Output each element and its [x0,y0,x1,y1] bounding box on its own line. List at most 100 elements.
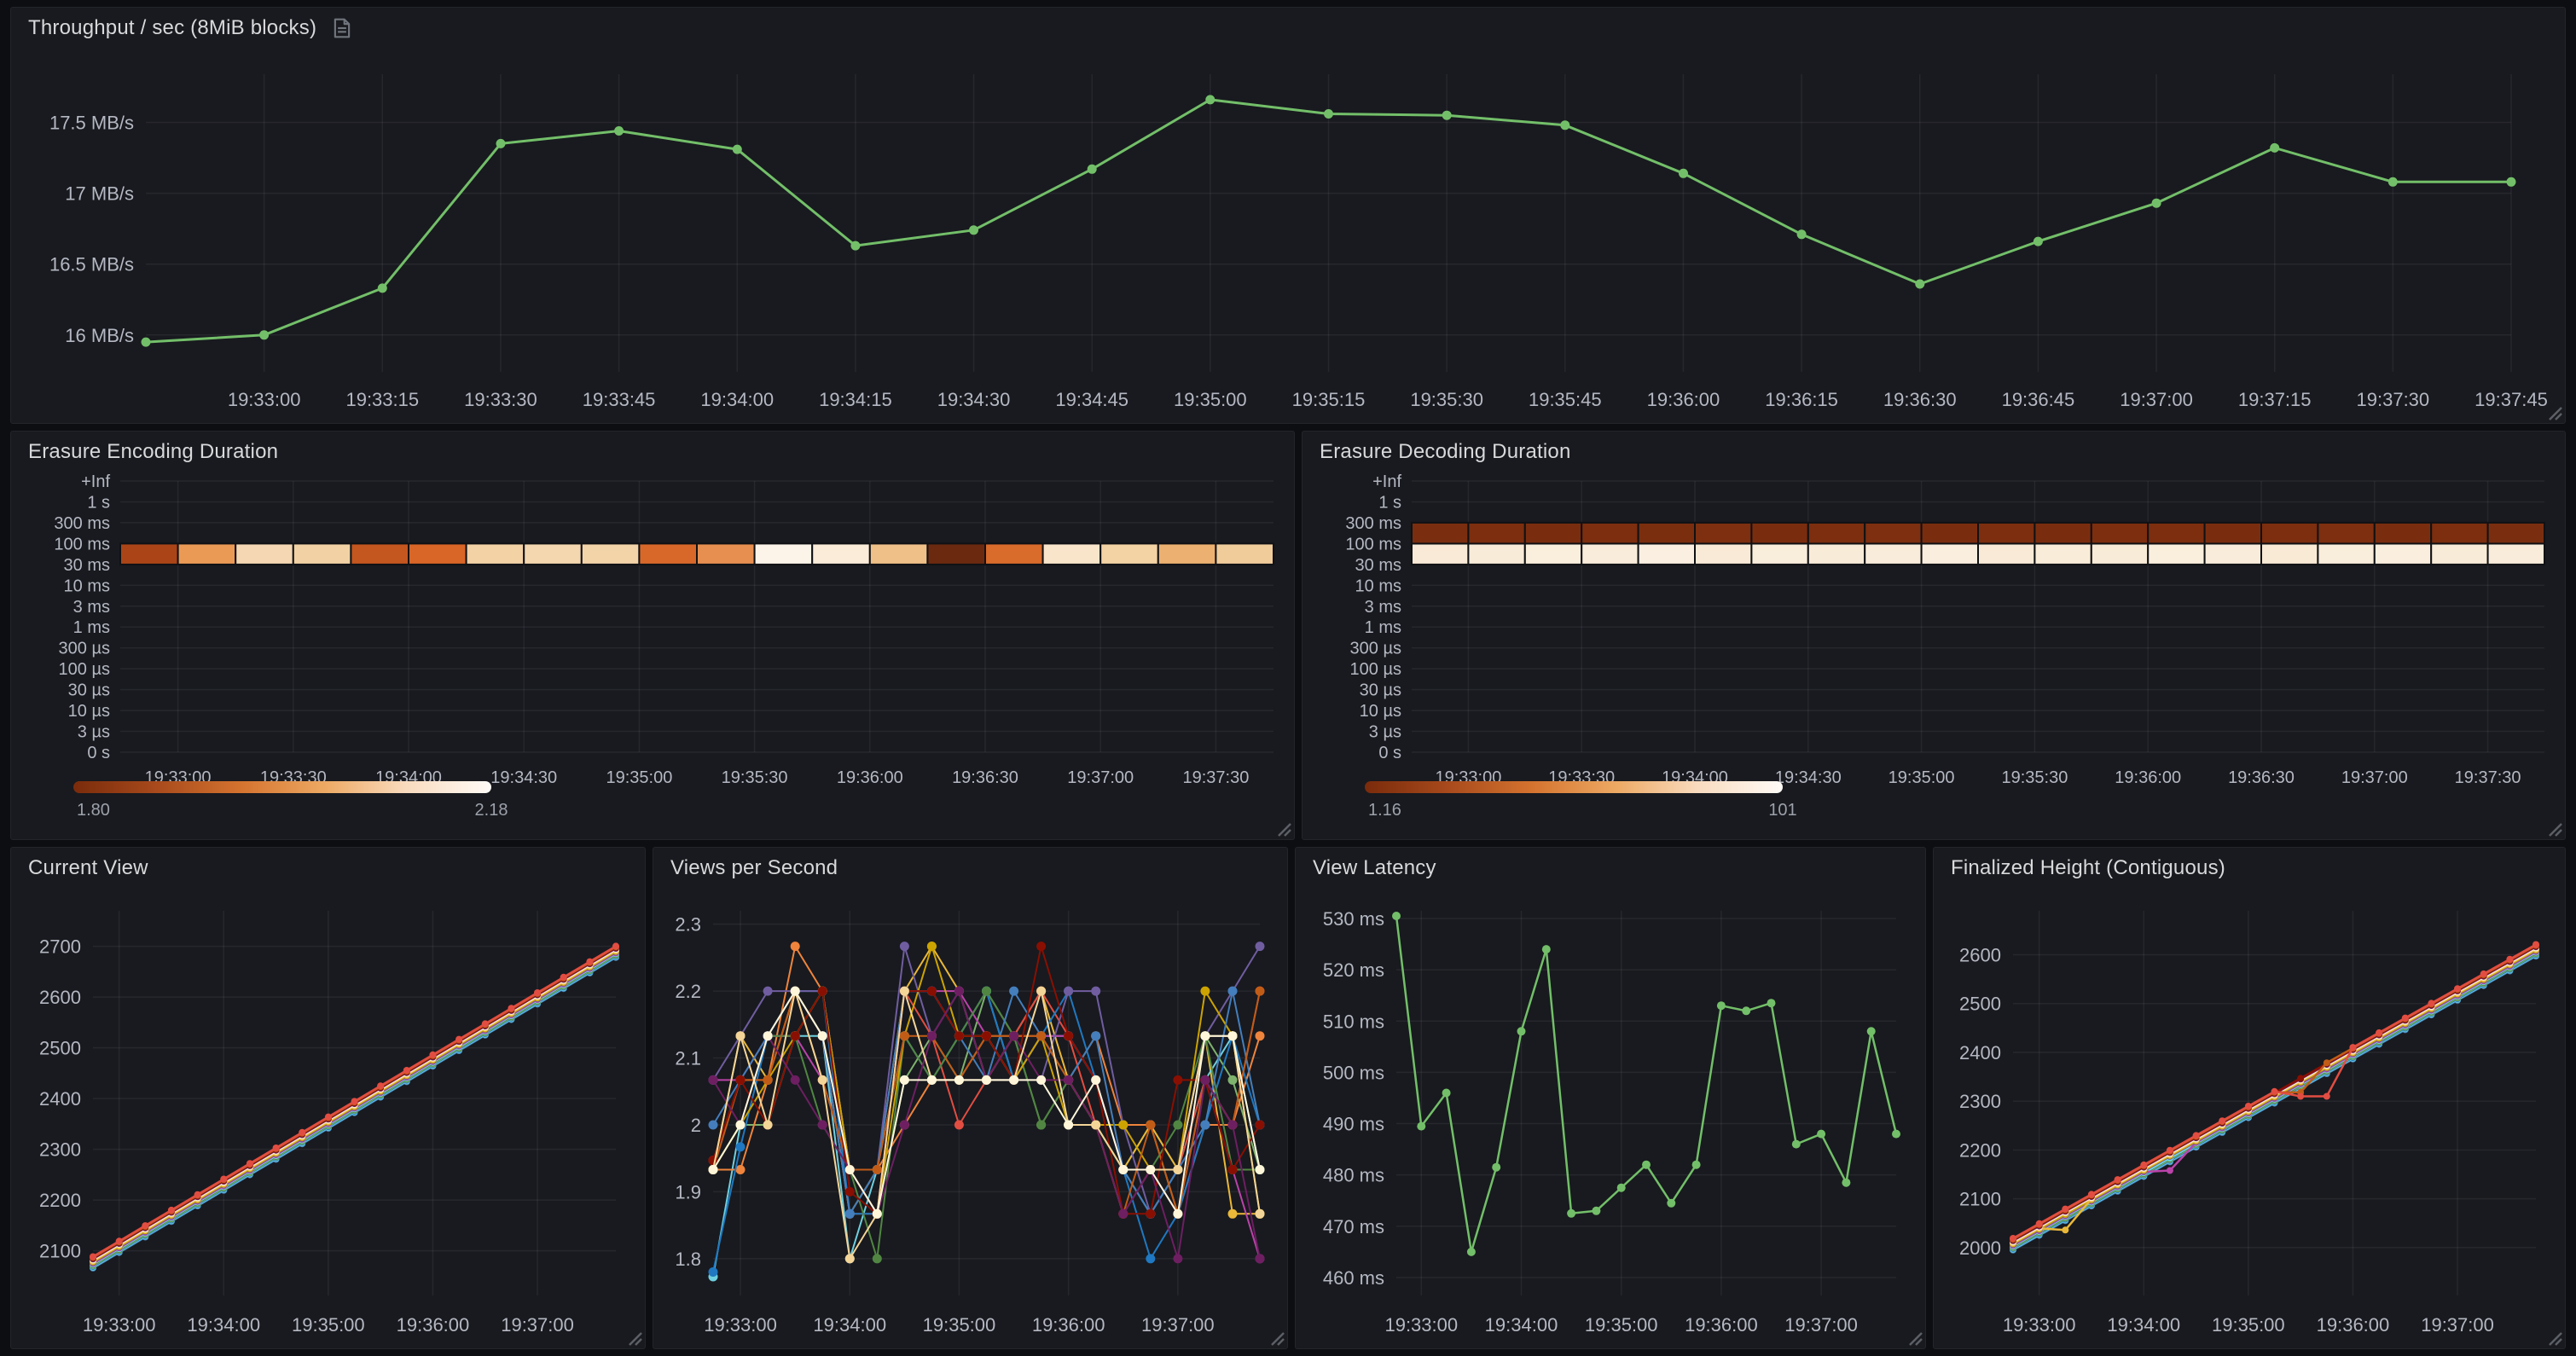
panel-title-views-per-second[interactable]: Views per Second [670,856,838,879]
svg-text:2: 2 [691,1115,701,1136]
panel-title-throughput[interactable]: Throughput / sec (8MiB blocks) [28,16,317,39]
svg-text:19:34:00: 19:34:00 [187,1314,260,1336]
panel-header: View Latency [1296,848,1925,889]
resize-handle[interactable] [1906,1330,1923,1347]
svg-text:2100: 2100 [39,1241,81,1262]
svg-text:19:37:00: 19:37:00 [501,1314,574,1336]
panel-header: Current View [11,848,645,889]
svg-text:300 ms: 300 ms [54,514,110,533]
panel-header: Erasure Encoding Duration [11,432,1294,472]
resize-handle[interactable] [2546,820,2563,837]
svg-text:100 µs: 100 µs [1350,660,1401,679]
svg-text:19:36:30: 19:36:30 [1883,389,1957,410]
throughput-chart[interactable]: 16 MB/s 16.5 MB/s 17 MB/s 17.5 MB/s 19:33:00… [18,49,2558,418]
views-per-second-chart[interactable]: 1.8 1.9 2 2.1 2.2 2.3 19:33:00 19:34:00 19:35:00… [660,889,1280,1343]
svg-text:19:35:00: 19:35:00 [1888,768,1955,787]
svg-text:300 µs: 300 µs [59,640,110,658]
svg-text:2400: 2400 [1959,1042,2001,1063]
svg-text:30 ms: 30 ms [1355,556,1401,575]
throughput-canvas: 16 MB/s 16.5 MB/s 17 MB/s 17.5 MB/s 19:33:00… [49,74,2548,410]
color-scale-legend [73,781,491,793]
svg-text:510 ms: 510 ms [1323,1011,1384,1032]
panel-erasure-encoding: Erasure Encoding Duration 0 s 3 µs 10 µs 30… [10,431,1295,840]
svg-text:2600: 2600 [1959,945,2001,966]
resize-handle[interactable] [1275,820,1292,837]
svg-text:1 ms: 1 ms [73,618,110,637]
svg-text:2200: 2200 [1959,1139,2001,1161]
panel-finalized-height: Finalized Height (Contiguous) 2000 2100 22… [1933,847,2566,1349]
svg-text:490 ms: 490 ms [1323,1114,1384,1135]
svg-text:19:34:30: 19:34:30 [937,389,1011,410]
svg-text:19:34:00: 19:34:00 [1485,1314,1558,1336]
svg-text:2500: 2500 [39,1038,81,1059]
svg-text:2100: 2100 [1959,1189,2001,1210]
svg-text:19:37:30: 19:37:30 [2455,768,2521,787]
legend-min: 1.16 [1368,801,1401,820]
view-latency-chart[interactable]: 460 ms 470 ms 480 ms 490 ms 500 ms 510 ms 520 … [1303,889,1918,1343]
current-view-chart[interactable]: 2100 2200 2300 2400 2500 2600 2700 19:33:00 19:3… [18,889,638,1343]
resize-handle[interactable] [626,1330,643,1347]
svg-text:19:34:45: 19:34:45 [1055,389,1128,410]
svg-text:19:37:15: 19:37:15 [2238,389,2312,410]
svg-text:300 µs: 300 µs [1350,640,1401,658]
svg-text:1 s: 1 s [87,493,110,512]
svg-text:0 s: 0 s [1378,744,1401,762]
svg-text:1.8: 1.8 [675,1249,701,1270]
panel-title-view-latency[interactable]: View Latency [1313,856,1436,879]
panel-title-finalized-height[interactable]: Finalized Height (Contiguous) [1951,856,2225,879]
svg-text:19:33:30: 19:33:30 [464,389,537,410]
svg-text:19:36:00: 19:36:00 [1647,389,1720,410]
svg-text:19:34:30: 19:34:30 [1775,768,1842,787]
svg-text:2700: 2700 [39,936,81,958]
panel-title-current-view[interactable]: Current View [28,856,148,879]
svg-text:470 ms: 470 ms [1323,1216,1384,1237]
svg-text:3 µs: 3 µs [1369,723,1401,742]
latency-canvas: 460 ms 470 ms 480 ms 490 ms 500 ms 510 ms 520 … [1323,908,1900,1336]
svg-text:19:37:00: 19:37:00 [1067,768,1134,787]
svg-text:+Inf: +Inf [1372,472,1401,491]
svg-text:19:37:30: 19:37:30 [2357,389,2430,410]
svg-text:19:33:00: 19:33:00 [1384,1314,1458,1336]
svg-text:300 ms: 300 ms [1345,514,1401,533]
svg-text:19:35:45: 19:35:45 [1529,389,1602,410]
resize-handle[interactable] [2546,404,2563,421]
svg-text:19:35:00: 19:35:00 [2212,1314,2285,1336]
color-scale-legend [1365,781,1783,793]
svg-text:2300: 2300 [1959,1091,2001,1112]
finalized-height-chart[interactable]: 2000 2100 2200 2300 2400 2500 2600 19:33:00 19:3… [1941,889,2558,1343]
svg-text:19:35:00: 19:35:00 [923,1314,996,1336]
svg-text:10 ms: 10 ms [64,577,110,595]
panel-throughput: Throughput / sec (8MiB blocks) 16 MB/s 16… [10,7,2566,424]
panel-header: Views per Second [653,848,1287,889]
svg-text:16 MB/s: 16 MB/s [65,325,134,346]
svg-text:2.1: 2.1 [675,1048,701,1069]
svg-text:19:35:30: 19:35:30 [2001,768,2068,787]
svg-text:2.2: 2.2 [675,981,701,1002]
svg-text:17 MB/s: 17 MB/s [65,183,134,205]
panel-description-icon[interactable] [332,17,352,39]
svg-text:19:37:30: 19:37:30 [1182,768,1249,787]
svg-text:19:36:30: 19:36:30 [952,768,1018,787]
svg-text:1 ms: 1 ms [1365,618,1401,637]
svg-text:30 µs: 30 µs [1360,681,1401,700]
encoding-heatmap[interactable]: 0 s 3 µs 10 µs 30 µs 100 µs 300 µs 1 ms 3 ms 10 … [18,472,1287,834]
resize-handle[interactable] [2546,1330,2563,1347]
svg-text:19:35:00: 19:35:00 [292,1314,365,1336]
svg-text:19:37:45: 19:37:45 [2474,389,2548,410]
panel-title-decoding[interactable]: Erasure Decoding Duration [1320,440,1571,463]
svg-text:19:35:00: 19:35:00 [1174,389,1247,410]
decoding-heatmap[interactable]: 0 s 3 µs 10 µs 30 µs 100 µs 300 µs 1 ms 3 ms 10 … [1309,472,2558,834]
svg-text:1 s: 1 s [1378,493,1401,512]
svg-text:19:36:30: 19:36:30 [2228,768,2295,787]
svg-text:0 s: 0 s [87,744,110,762]
svg-text:19:35:00: 19:35:00 [1585,1314,1658,1336]
svg-text:19:37:00: 19:37:00 [2120,389,2193,410]
resize-handle[interactable] [1268,1330,1285,1347]
legend-max: 101 [1768,801,1796,820]
views-canvas: 1.8 1.9 2 2.1 2.2 2.3 19:33:00 19:34:00 19:35:00… [675,911,1265,1336]
svg-text:19:35:15: 19:35:15 [1292,389,1366,410]
svg-text:2300: 2300 [39,1139,81,1161]
panel-title-encoding[interactable]: Erasure Encoding Duration [28,440,279,463]
svg-text:19:34:00: 19:34:00 [700,389,774,410]
panel-header: Throughput / sec (8MiB blocks) [11,8,2565,49]
